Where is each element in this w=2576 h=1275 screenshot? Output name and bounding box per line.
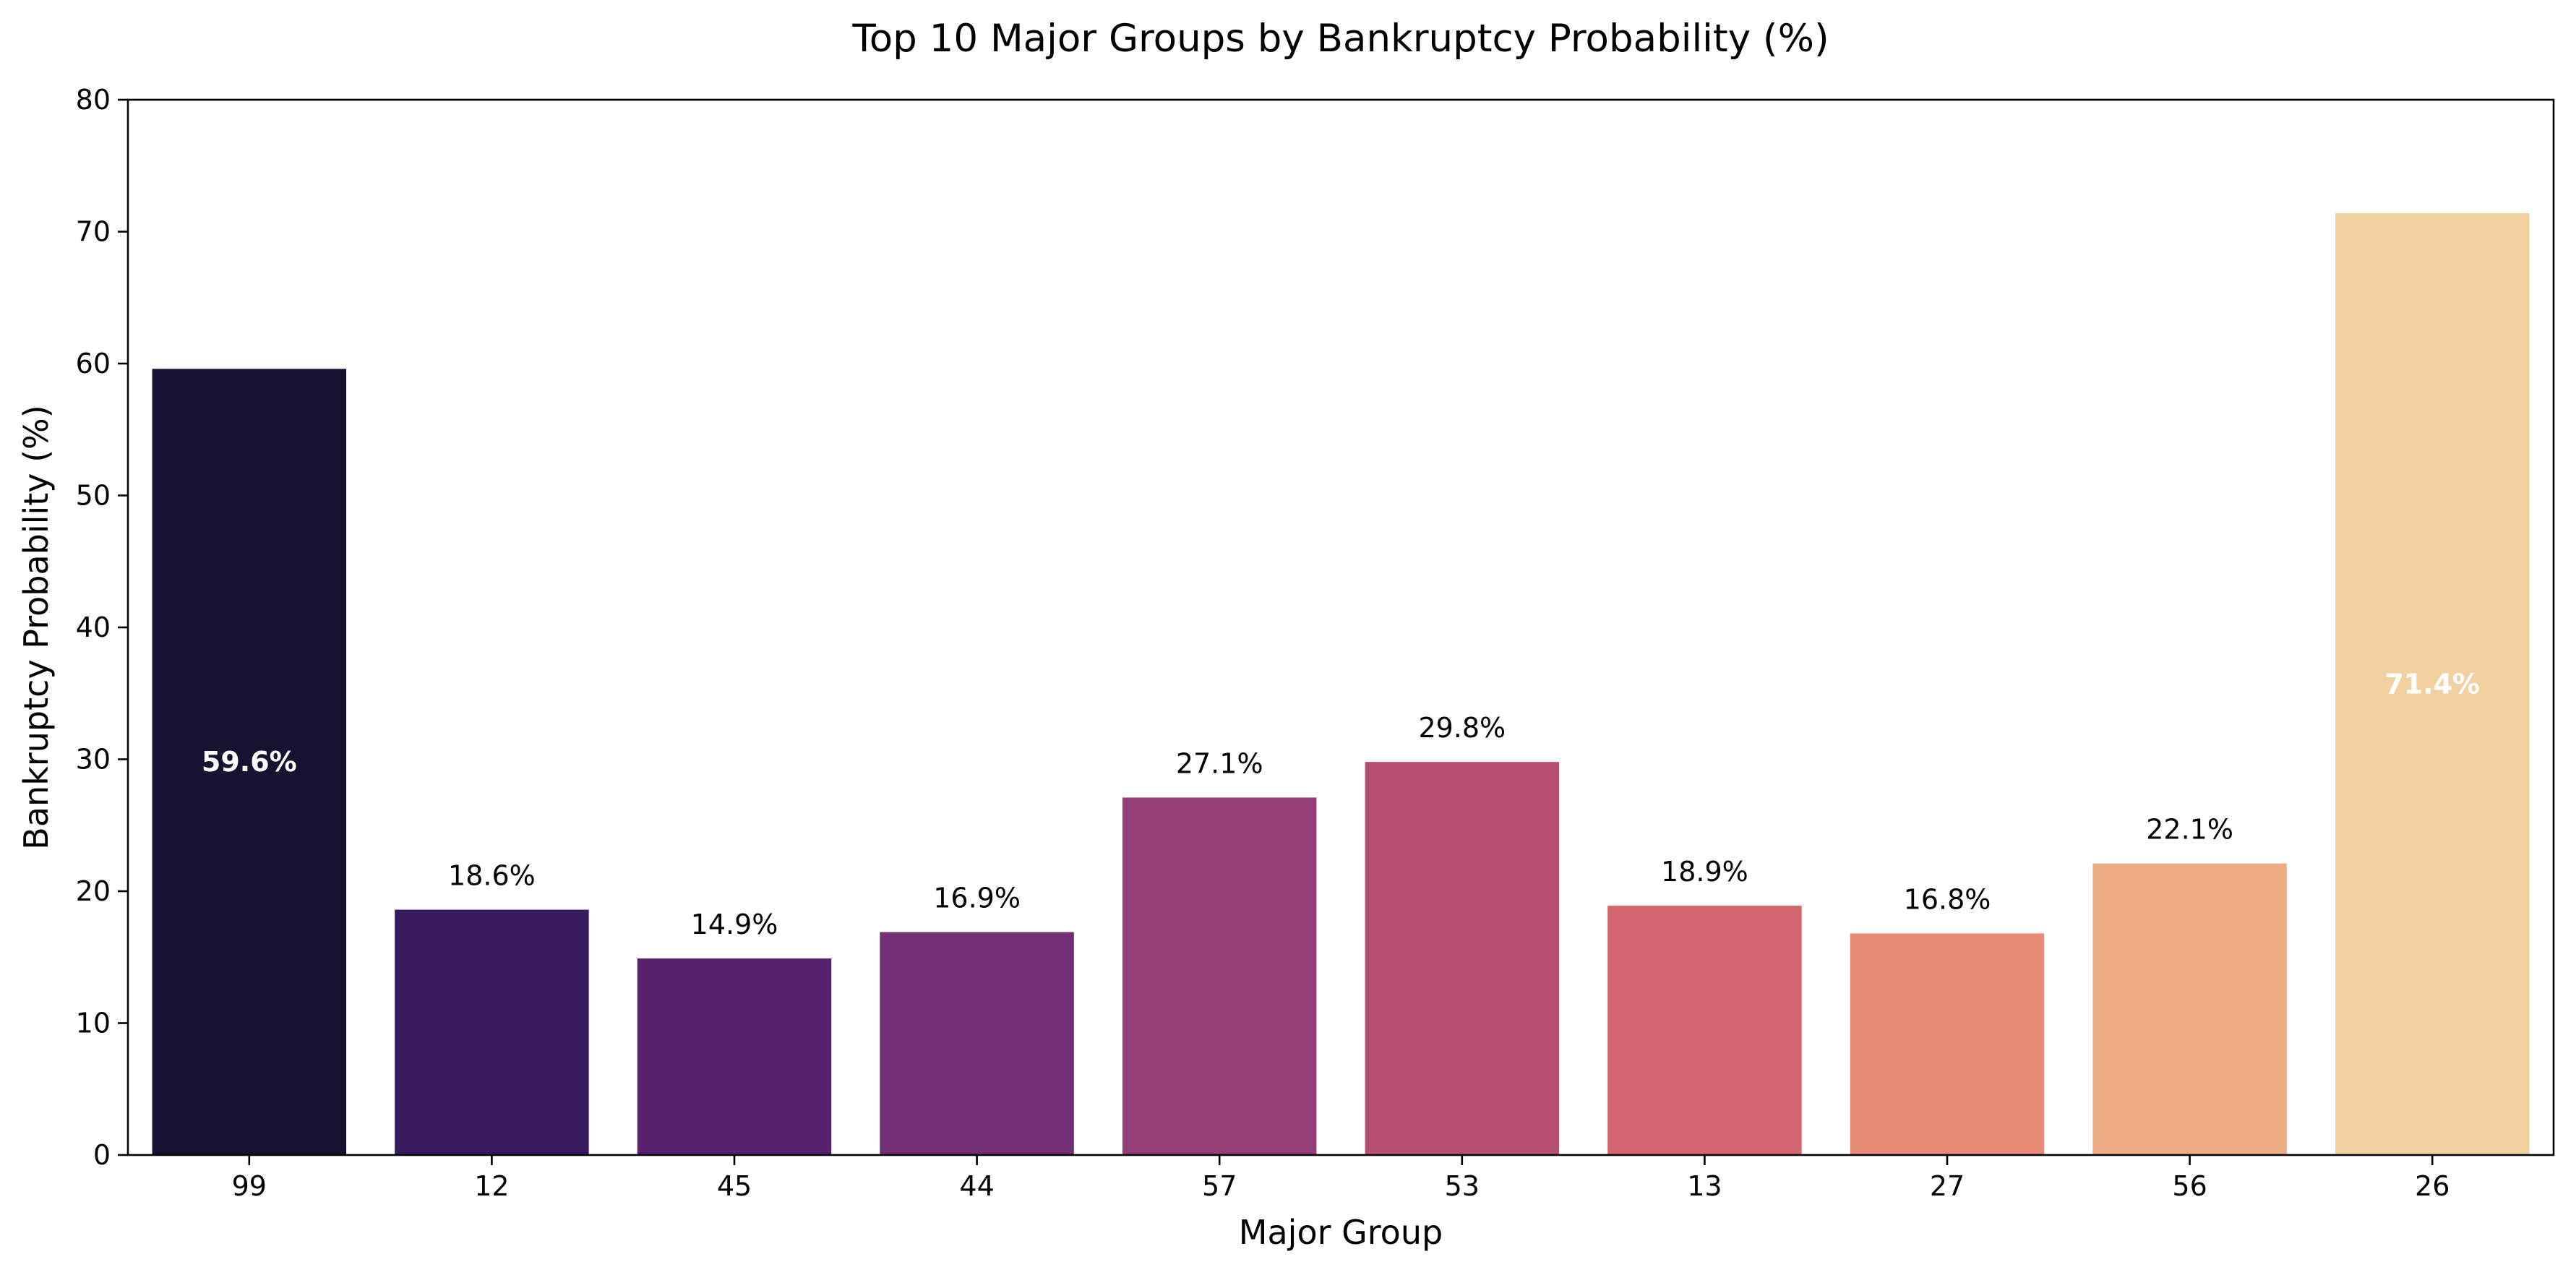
bar-99: [152, 369, 347, 1155]
y-tick-label: 60: [76, 348, 111, 379]
bar-53: [1365, 762, 1560, 1155]
x-tick-label: 27: [1930, 1170, 1965, 1202]
x-tick-label: 57: [1202, 1170, 1237, 1202]
x-axis-label: Major Group: [1239, 1213, 1443, 1252]
value-label-53: 29.8%: [1418, 712, 1506, 744]
y-axis-label: Bankruptcy Probability (%): [17, 405, 56, 849]
bar-56: [2092, 863, 2287, 1155]
x-tick-label: 13: [1687, 1170, 1722, 1202]
value-label-12: 18.6%: [448, 860, 536, 892]
value-label-44: 16.9%: [933, 883, 1021, 914]
y-tick-label: 0: [93, 1139, 111, 1171]
y-tick-label: 10: [76, 1008, 111, 1039]
value-label-57: 27.1%: [1176, 747, 1263, 779]
x-tick-label: 44: [959, 1170, 994, 1202]
y-tick-label: 80: [76, 84, 111, 116]
value-label-13: 18.9%: [1661, 856, 1748, 888]
y-tick-label: 70: [76, 216, 111, 248]
x-tick-label: 45: [717, 1170, 752, 1202]
x-tick-label: 56: [2172, 1170, 2207, 1202]
bar-57: [1122, 797, 1317, 1155]
y-tick-label: 20: [76, 875, 111, 907]
value-label-56: 22.1%: [2146, 814, 2233, 846]
bars-group: [152, 212, 2530, 1156]
value-label-45: 14.9%: [691, 909, 778, 940]
x-tick-label: 26: [2415, 1170, 2450, 1202]
bar-44: [880, 932, 1074, 1155]
y-tick-label: 50: [76, 480, 111, 512]
bar-27: [1850, 933, 2045, 1155]
bar-45: [637, 958, 832, 1155]
bar-12: [395, 909, 589, 1155]
plot-frame: [126, 98, 2555, 1156]
chart-title: Top 10 Major Groups by Bankruptcy Probab…: [851, 17, 1829, 61]
value-labels-group: 59.6% 18.6% 14.9% 16.9% 27.1% 29.8% 18.9% 16.8%…: [202, 668, 2480, 940]
x-tick-label: 99: [232, 1170, 267, 1202]
x-axis-ticks: 99 12 45 44 57 53 13 27 56 26: [232, 1155, 2450, 1202]
y-axis-ticks: 0 10 20 30 40 50 60 70 80: [76, 84, 128, 1171]
y-tick-label: 30: [76, 744, 111, 776]
value-label-99: 59.6%: [202, 746, 297, 778]
x-tick-label: 12: [474, 1170, 509, 1202]
bar-26: [2335, 212, 2530, 1156]
value-label-27: 16.8%: [1904, 883, 1991, 915]
x-tick-label: 53: [1445, 1170, 1480, 1202]
y-tick-label: 40: [76, 611, 111, 643]
value-label-26: 71.4%: [2384, 668, 2480, 700]
bar-13: [1607, 906, 1802, 1155]
